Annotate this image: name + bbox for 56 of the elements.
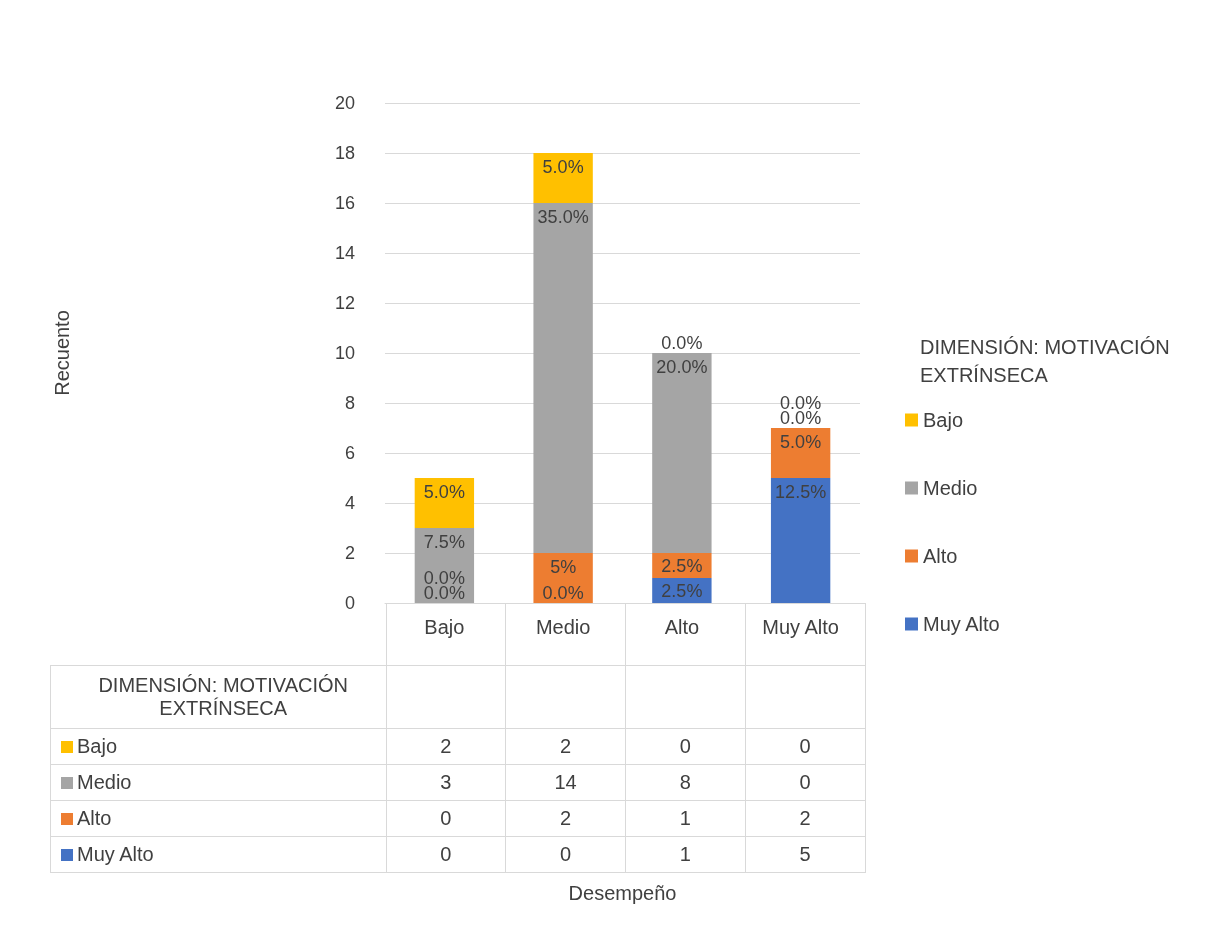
y-tick-label: 18 (334, 143, 355, 163)
annotation: 12.5% (775, 482, 827, 502)
annotation: 0.0% (661, 333, 703, 353)
y-tick-label: 0 (344, 593, 355, 613)
y-tick-label: 8 (344, 393, 355, 413)
y-tick-label: 10 (334, 343, 355, 363)
text: DIMENSIÓN: MOTIVACIÓN EXTRÍNSECA (98, 674, 349, 719)
x-tick-label: Medio (535, 616, 591, 638)
y-tick-label: 14 (334, 243, 355, 263)
data-label: 14 (505, 764, 626, 801)
category-label: Alto (77, 807, 112, 829)
data-label: 8 (625, 764, 746, 801)
y-tick-label: 6 (344, 443, 355, 463)
x-tick-label: Bajo (424, 616, 465, 638)
data-label: 2 (745, 800, 865, 837)
data-label: 0 (745, 764, 865, 801)
data-label: 2 (386, 728, 506, 765)
x-tick-label: Muy Alto (762, 616, 839, 638)
text: Recuento (51, 310, 73, 396)
data-label: 0 (625, 728, 746, 765)
data-label: 0 (386, 800, 506, 837)
annotation: 0.0% (423, 583, 465, 603)
annotation: 2.5% (661, 555, 703, 576)
annotation: 5% (550, 557, 577, 577)
x-tick-label: Alto (664, 616, 700, 638)
annotation: 7.5% (423, 532, 465, 552)
text: Desempeño (568, 882, 677, 904)
legend-label: Medio (923, 477, 978, 499)
annotation: 20.0% (656, 357, 708, 377)
category-label: Bajo (77, 735, 118, 757)
data-label: 5 (745, 836, 865, 873)
category-label: Medio (77, 771, 132, 793)
data-label: 1 (625, 800, 746, 837)
annotation: 0.0% (542, 583, 584, 603)
annotation: 5.0% (423, 482, 465, 502)
y-tick-label: 16 (334, 193, 355, 213)
y-tick-label: 20 (334, 93, 355, 113)
y-tick-label: 2 (344, 543, 355, 563)
annotation: 5.0% (542, 157, 584, 177)
data-label: 0 (386, 836, 506, 873)
annotation: 35.0% (537, 207, 589, 227)
annotation: 5.0% (780, 432, 822, 452)
annotation: 0.0% (780, 408, 822, 428)
data-label: 2 (505, 800, 626, 837)
annotation: 2.5% (661, 580, 703, 601)
category-label: Muy Alto (77, 843, 154, 865)
data-label: 2 (505, 728, 626, 765)
data-label: 3 (386, 764, 506, 801)
data-label: 0 (745, 728, 865, 765)
data-label: 1 (625, 836, 746, 873)
y-tick-label: 12 (334, 293, 355, 313)
data-label: 0 (505, 836, 626, 873)
legend-title: DIMENSIÓN: MOTIVACIÓN EXTRÍNSECA (920, 336, 1176, 386)
legend-label: Bajo (923, 409, 964, 431)
y-tick-label: 4 (344, 493, 355, 513)
legend-label: Alto (923, 545, 958, 567)
